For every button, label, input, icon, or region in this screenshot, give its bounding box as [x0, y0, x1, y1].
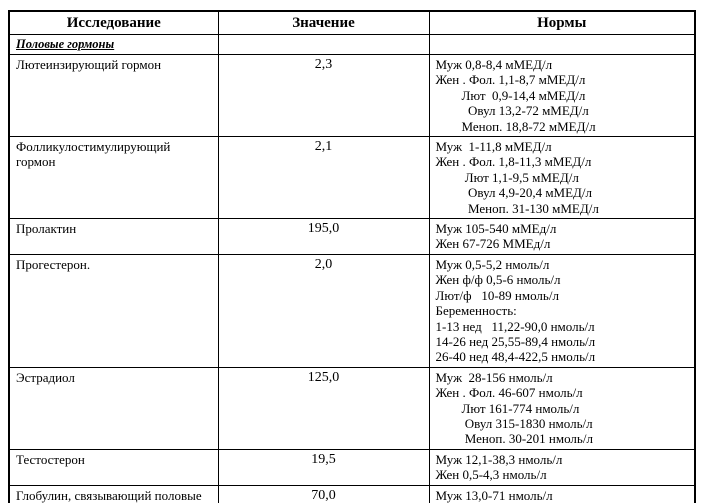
table-row-shbg: Глобулин, связывающий половые гормоны 70… — [8, 484, 696, 503]
test-norms: Муж 13,0-71 нмоль/л Жен 26,0-112 нмоль/л… — [428, 484, 696, 503]
test-norms: Муж 28-156 нмоль/л Жен . Фол. 46-607 нмо… — [428, 366, 696, 450]
table-row-lh: Лютеинзирующий гормон 2,3 Муж 0,8-8,4 мМ… — [8, 53, 696, 138]
table-header-row: Исследование Значение Нормы — [8, 10, 696, 35]
test-value: 2,3 — [217, 53, 430, 138]
section-title: Половые гормоны — [16, 37, 115, 51]
test-norms: Муж 105-540 мМЕд/л Жен 67-726 ММЕд/л — [428, 218, 696, 255]
table-row-prolactin: Пролактин 195,0 Муж 105-540 мМЕд/л Жен 6… — [8, 218, 696, 255]
section-row: Половые гормоны — [8, 34, 696, 55]
test-name: Лютеинзирующий гормон — [8, 53, 219, 138]
test-value: 2,0 — [217, 253, 430, 368]
test-value: 70,0 — [217, 484, 430, 503]
section-cell: Половые гормоны — [8, 34, 219, 55]
table-row-progesterone: Прогестерон. 2,0 Муж 0,5-5,2 нмоль/л Жен… — [8, 253, 696, 368]
test-value: 195,0 — [217, 218, 430, 255]
table-row-testosterone: Тестостерон 19,5 Муж 12,1-38,3 нмоль/л Ж… — [8, 448, 696, 486]
column-header-normy: Нормы — [428, 10, 696, 35]
test-name: Глобулин, связывающий половые гормоны — [8, 484, 219, 503]
test-norms: Муж 12,1-38,3 нмоль/л Жен 0,5-4,3 нмоль/… — [428, 448, 696, 486]
test-name: Эстрадиол — [8, 366, 219, 450]
column-header-znachenie: Значение — [217, 10, 430, 35]
test-norms: Муж 1-11,8 мМЕД/л Жен . Фол. 1,8-11,3 мМ… — [428, 136, 696, 220]
test-name: Прогестерон. — [8, 253, 219, 368]
test-name: Тестостерон — [8, 448, 219, 486]
test-value: 125,0 — [217, 366, 430, 450]
test-norms: Муж 0,5-5,2 нмоль/л Жен ф/ф 0,5-6 нмоль/… — [428, 253, 696, 368]
empty-cell — [217, 34, 430, 55]
test-norms: Муж 0,8-8,4 мМЕД/л Жен . Фол. 1,1-8,7 мМ… — [428, 53, 696, 138]
table-row-fsh: Фолликулостимулирующий гормон 2,1 Муж 1-… — [8, 136, 696, 220]
test-name: Пролактин — [8, 218, 219, 255]
hormone-results-table: Исследование Значение Нормы Половые горм… — [8, 10, 696, 503]
column-header-issledovanie: Исследование — [8, 10, 219, 35]
test-value: 2,1 — [217, 136, 430, 220]
empty-cell — [428, 34, 696, 55]
table-row-estradiol: Эстрадиол 125,0 Муж 28-156 нмоль/л Жен .… — [8, 366, 696, 450]
test-value: 19,5 — [217, 448, 430, 486]
test-name: Фолликулостимулирующий гормон — [8, 136, 219, 220]
